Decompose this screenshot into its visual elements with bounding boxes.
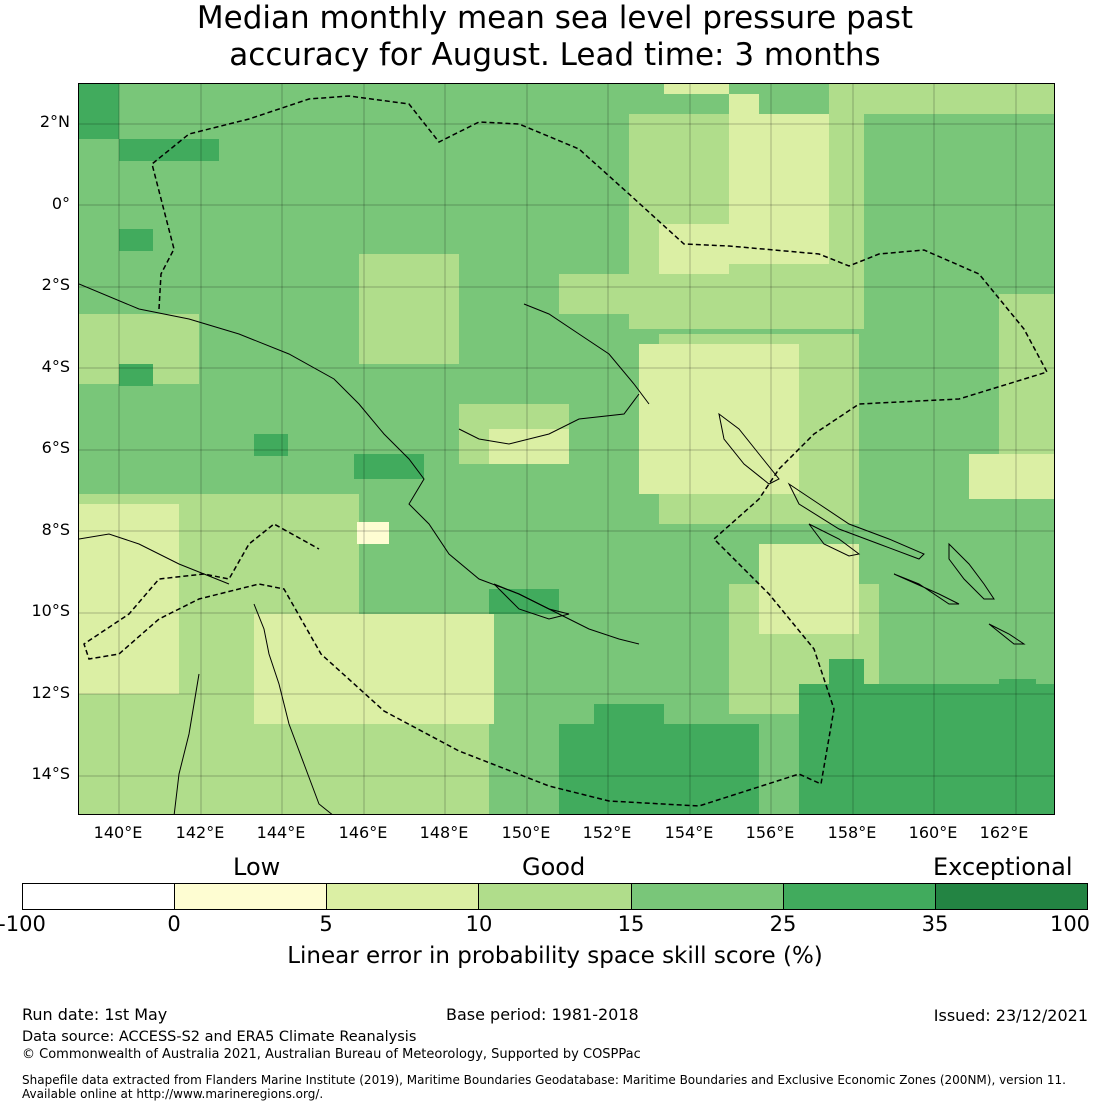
colorbar-bin-7: [935, 884, 1087, 909]
colorbar-tick-minus100: -100: [0, 912, 46, 936]
lon-label-156e: 156°E: [745, 823, 795, 842]
coastlines: [79, 283, 1026, 814]
map-title: Median monthly mean sea level pressure p…: [0, 0, 1110, 74]
lat-label-6s: 6°S: [41, 438, 70, 457]
lat-label-2s: 2°S: [41, 275, 70, 294]
shapefile-credit-line-2: Available online at http://www.marinereg…: [22, 1087, 324, 1101]
lon-label-162e: 162°E: [979, 823, 1029, 842]
lat-label-14s: 14°S: [31, 764, 70, 783]
lat-label-12s: 12°S: [31, 683, 70, 702]
lon-label-148e: 148°E: [419, 823, 469, 842]
colorbar-bin-2: [175, 884, 328, 909]
category-low: Low: [233, 853, 281, 881]
colorbar-tick-0: 0: [167, 912, 181, 936]
lon-label-146e: 146°E: [338, 823, 388, 842]
lon-label-154e: 154°E: [664, 823, 714, 842]
colorbar-label: Linear error in probability space skill …: [287, 943, 823, 969]
colorbar-bin-3: [327, 884, 480, 909]
lon-label-150e: 150°E: [501, 823, 551, 842]
colorbar-tick-5: 5: [319, 912, 333, 936]
shapefile-credit-line-1: Shapefile data extracted from Flanders M…: [22, 1073, 1066, 1087]
lon-label-152e: 152°E: [582, 823, 632, 842]
lat-label-0: 0°: [51, 194, 70, 213]
title-line-2: accuracy for August. Lead time: 3 months: [229, 37, 881, 73]
colorbar-tick-25: 25: [769, 912, 797, 936]
skill-score-map: [78, 83, 1055, 815]
lon-label-142e: 142°E: [175, 823, 225, 842]
copyright: © Commonwealth of Australia 2021, Austra…: [22, 1047, 641, 1062]
title-line-1: Median monthly mean sea level pressure p…: [196, 0, 914, 36]
data-source: Data source: ACCESS-S2 and ERA5 Climate …: [22, 1029, 417, 1045]
lat-label-10s: 10°S: [31, 601, 70, 620]
lon-label-140e: 140°E: [93, 823, 143, 842]
skill-patches-25-35: [79, 84, 1054, 814]
category-exceptional: Exceptional: [933, 853, 1073, 881]
issued-date: Issued: 23/12/2021: [933, 1006, 1088, 1025]
colorbar-tick-35: 35: [921, 912, 949, 936]
colorbar-tick-100: 100: [1049, 912, 1091, 936]
colorbar-tick-15: 15: [617, 912, 645, 936]
colorbar-tick-10: 10: [465, 912, 493, 936]
map-canvas: [79, 84, 1054, 814]
eez-boundary: [83, 95, 1049, 807]
run-date: Run date: 1st May: [22, 1005, 168, 1024]
base-period: Base period: 1981-2018: [446, 1005, 639, 1024]
map-gridlines: [79, 84, 1054, 814]
colorbar-bin-4: [479, 884, 632, 909]
lat-label-2n: 2°N: [39, 112, 70, 131]
colorbar-bin-5: [631, 884, 784, 909]
colorbar-bin-6: [783, 884, 936, 909]
colorbar-bin-1: [23, 884, 176, 909]
shapefile-credit: Shapefile data extracted from Flanders M…: [22, 1073, 1066, 1101]
lon-label-160e: 160°E: [908, 823, 958, 842]
lat-label-4s: 4°S: [41, 357, 70, 376]
skill-patches-5-10: [79, 84, 1054, 724]
colorbar: [22, 883, 1088, 910]
lon-label-144e: 144°E: [256, 823, 306, 842]
lon-label-158e: 158°E: [827, 823, 877, 842]
skill-patch-0-5: [357, 522, 389, 544]
lat-label-8s: 8°S: [41, 520, 70, 539]
category-good: Good: [522, 853, 586, 881]
